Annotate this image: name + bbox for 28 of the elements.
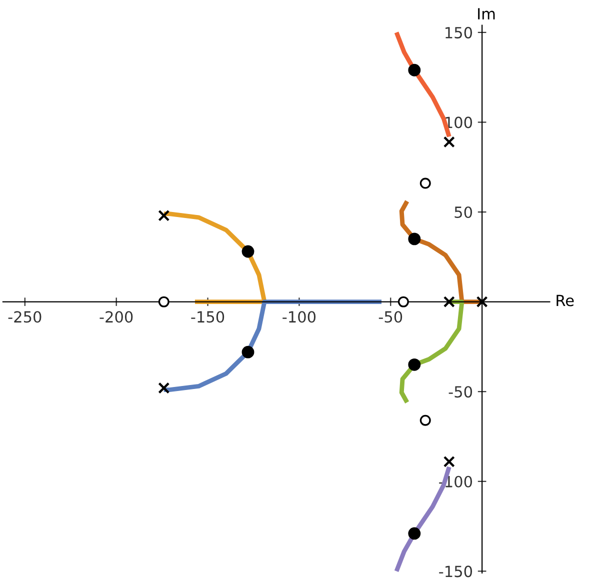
point xyxy=(420,414,431,426)
point xyxy=(242,346,254,358)
point xyxy=(476,296,488,308)
y-axis-title: Im xyxy=(478,8,495,20)
x-tick-label: -250 xyxy=(8,311,42,323)
point xyxy=(408,232,421,246)
point xyxy=(158,382,170,394)
y-tick-label: -50 xyxy=(448,386,472,398)
point xyxy=(408,527,421,540)
point xyxy=(408,64,421,76)
point xyxy=(443,296,455,308)
point xyxy=(158,296,170,308)
point xyxy=(420,178,431,189)
y-tick-label: -150 xyxy=(439,566,472,578)
x-axis-title: Re xyxy=(556,294,574,306)
point xyxy=(443,456,455,468)
point xyxy=(408,358,421,371)
x-tick-label: -200 xyxy=(100,311,133,323)
x-tick-label: -50 xyxy=(378,311,402,323)
y-tick-label: 50 xyxy=(454,206,472,218)
point xyxy=(242,245,254,258)
x-tick-label: -150 xyxy=(191,311,224,323)
y-tick-label: 150 xyxy=(446,26,472,38)
point xyxy=(158,210,170,222)
point xyxy=(443,136,455,148)
x-tick-label: -100 xyxy=(282,311,316,323)
point xyxy=(398,296,409,308)
line-series xyxy=(162,212,267,304)
